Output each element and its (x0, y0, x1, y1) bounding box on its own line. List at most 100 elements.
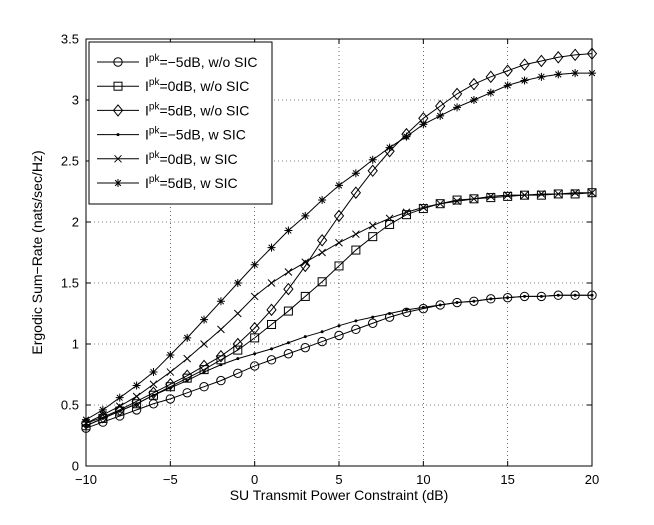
legend-label: Ipk=0dB, w SIC (145, 150, 238, 167)
data-point (215, 349, 227, 363)
legend-item: Ipk=0dB, w/o SIC (97, 77, 249, 94)
y-tick-label: 2.5 (61, 154, 79, 169)
data-point (233, 309, 242, 318)
data-point (350, 186, 362, 200)
data-point (502, 64, 513, 78)
data-point (148, 386, 159, 400)
data-point (233, 345, 243, 355)
data-point (182, 388, 192, 398)
legend-label: Ipk=−5dB, w SIC (145, 126, 246, 143)
x-tick-label: −10 (75, 472, 97, 487)
data-point (553, 51, 564, 64)
data-point (185, 379, 189, 383)
data-point (368, 221, 377, 230)
data-point (301, 258, 310, 267)
data-point (385, 143, 394, 152)
data-point (132, 381, 141, 390)
data-point (404, 308, 408, 312)
data-point (233, 368, 243, 378)
data-point (266, 355, 277, 365)
data-point (216, 297, 225, 306)
data-point (200, 340, 208, 348)
y-axis-label: Ergodic Sum−Rate (nats/sec/Hz) (29, 150, 45, 354)
data-point (519, 58, 530, 71)
data-point (472, 299, 476, 303)
data-point (98, 405, 107, 414)
x-tick-labels: −10 −5 0 5 10 15 20 (75, 472, 599, 487)
data-point (318, 196, 327, 205)
data-point (318, 248, 326, 257)
data-point (571, 69, 580, 78)
data-point (151, 393, 155, 397)
legend-marker (113, 81, 123, 91)
data-point (216, 375, 226, 386)
legend-label: Ipk=0dB, w/o SIC (145, 77, 249, 94)
y-tick-label: 3.5 (61, 32, 79, 47)
data-point (421, 305, 425, 309)
legend-item: Ipk=0dB, w SIC (97, 150, 238, 167)
data-point (135, 402, 139, 406)
data-point (368, 155, 377, 164)
data-point (554, 190, 563, 198)
data-point (536, 54, 547, 68)
data-point (470, 194, 478, 203)
data-point (536, 190, 546, 200)
data-point (284, 268, 293, 276)
data-point (266, 303, 277, 317)
data-point (354, 319, 358, 323)
data-point (388, 312, 392, 315)
data-point (132, 392, 141, 401)
legend-item: Ipk=−5dB, w SIC (97, 126, 246, 143)
data-point (486, 88, 495, 97)
series-line (85, 53, 593, 424)
data-point (270, 347, 274, 351)
data-point (401, 210, 411, 220)
legend-marker (112, 104, 124, 117)
data-point (300, 342, 310, 353)
data-point (149, 368, 158, 377)
data-point (337, 324, 341, 328)
legend-label: Ipk=5dB, w/o SIC (145, 101, 249, 118)
data-point (573, 293, 577, 297)
data-point (284, 226, 293, 235)
data-point (435, 300, 445, 310)
data-point (468, 77, 480, 91)
data-point (165, 377, 176, 391)
data-point (101, 416, 105, 420)
data-point (367, 164, 378, 178)
data-point (317, 277, 327, 287)
data-point (556, 293, 560, 297)
y-tick-label: 1.5 (61, 276, 79, 291)
data-point (418, 303, 429, 314)
data-point (385, 219, 395, 229)
data-point (118, 409, 122, 413)
data-point (217, 325, 225, 334)
data-point (435, 99, 446, 113)
data-point (401, 307, 412, 317)
x-tick-label: 15 (500, 472, 514, 487)
data-point (503, 191, 513, 201)
data-point (371, 315, 375, 319)
data-point (219, 363, 223, 367)
data-point (317, 336, 327, 347)
data-point (249, 361, 260, 371)
data-point (485, 70, 496, 84)
legend-box (88, 41, 273, 205)
data-point (570, 189, 580, 199)
data-point (352, 230, 360, 239)
data-point (249, 321, 260, 335)
data-point (250, 260, 259, 269)
data-point (250, 292, 259, 301)
data-point (267, 279, 276, 287)
data-point (453, 197, 461, 206)
data-point (316, 234, 328, 247)
x-tick-label: 5 (335, 472, 342, 487)
data-point (333, 209, 345, 223)
data-point (368, 318, 378, 328)
data-point (115, 393, 124, 402)
legend-item: Ipk=5dB, w SIC (97, 174, 238, 191)
data-point (503, 191, 512, 200)
data-point (286, 341, 290, 345)
y-tick-label: 2 (72, 215, 79, 230)
data-point (436, 199, 445, 208)
